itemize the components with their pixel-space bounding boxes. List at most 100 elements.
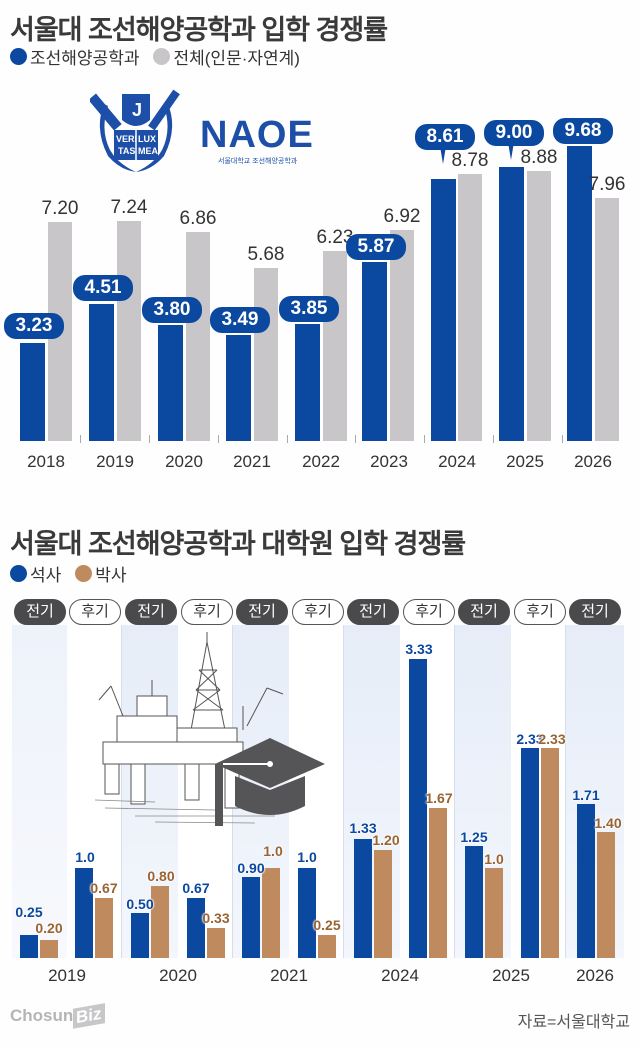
x-label-2025: 2025 (492, 966, 530, 985)
bar-total-2024 (458, 174, 482, 441)
chosunbiz-logo: Chosun Biz (10, 1003, 105, 1029)
bar-total-2023 (390, 230, 414, 441)
svg-text:J: J (132, 100, 142, 120)
svg-text:MEA: MEA (138, 146, 159, 156)
phase-pill-2024-jeon: 전기 (347, 599, 399, 625)
bar-masters-2021-jeon (242, 877, 260, 958)
bar-dept-2022 (295, 324, 320, 441)
value-phd-2020-hu: 0.33 (202, 910, 230, 926)
axis-tick (493, 435, 494, 443)
axis-tick (149, 435, 150, 443)
bar-phd-2024-hu (429, 808, 447, 958)
bar-total-2026 (595, 198, 619, 441)
naoe-logo-text: NAOE (200, 114, 314, 156)
bar-phd-2024-jeon (374, 850, 392, 958)
legend-dot-blue-icon (10, 565, 27, 582)
value-pill-dept-2023: 5.87 (346, 234, 406, 260)
bar-masters-2026-jeon (577, 804, 595, 958)
bar-masters-2019-jeon (20, 935, 38, 958)
bar-phd-2025-jeon (485, 868, 503, 958)
x-label-2019: 2019 (48, 966, 86, 985)
phase-pill-2019-hu: 후기 (69, 599, 121, 625)
value-total-2019: 7.24 (110, 197, 148, 218)
legend-label-dept: 조선해양공학과 (30, 49, 140, 68)
phase-pill-2021-jeon: 전기 (236, 599, 288, 625)
legend-label-total: 전체(인문·자연계) (173, 49, 300, 68)
bar-dept-2021 (226, 335, 251, 441)
value-masters-2026-jeon: 1.71 (572, 787, 600, 803)
phase-pill-2026-jeon: 전기 (569, 599, 621, 625)
value-pill-dept-2025: 9.00 (484, 120, 544, 146)
legend-item-masters: 석사 (10, 561, 61, 586)
bar-total-2025 (527, 171, 551, 441)
naoe-logo-subtext: 서울대학교 조선해양공학과 (218, 158, 298, 165)
pill-tail-2025 (508, 142, 514, 160)
value-masters-2019-jeon: 0.25 (15, 904, 43, 920)
legend-label-phd: 박사 (95, 566, 127, 585)
bar-dept-2024 (431, 179, 456, 441)
axis-tick (218, 435, 219, 443)
bar-phd-2019-hu (95, 898, 113, 958)
chart1-legend: 조선해양공학과 전체(인문·자연계) (10, 44, 310, 69)
bar-phd-2021-jeon (262, 868, 280, 958)
bar-total-2019 (117, 221, 141, 441)
bar-masters-2021-hu (298, 868, 316, 958)
value-phd-2021-hu: 0.25 (313, 917, 341, 933)
value-total-2022: 6.23 (316, 227, 354, 248)
bar-phd-2021-hu (318, 935, 336, 958)
phase-pill-2020-jeon: 전기 (125, 599, 177, 625)
phase-pill-2020-hu: 후기 (181, 599, 233, 625)
chart1-title: 서울대 조선해양공학과 입학 경쟁률 (10, 15, 388, 45)
value-phd-2019-hu: 0.67 (90, 880, 118, 896)
bar-phd-2019-jeon (40, 940, 58, 958)
bar-dept-2020 (158, 325, 183, 441)
bar-dept-2019 (89, 304, 114, 441)
phase-pill-2021-hu: 후기 (292, 599, 344, 625)
brand-text: Chosun (10, 1006, 74, 1025)
value-total-2020: 6.86 (179, 208, 217, 229)
value-total-2025: 8.88 (520, 147, 558, 168)
value-total-2026: 7.96 (588, 174, 626, 195)
axis-tick (424, 435, 425, 443)
value-masters-2021-hu: 1.0 (297, 849, 317, 865)
brand-suffix: Biz (73, 1003, 105, 1029)
value-pill-dept-2022: 3.85 (279, 296, 339, 322)
snu-seal-logo: J VERI LUX TAS MEA (88, 84, 182, 176)
value-phd-2025-hu: 2.33 (538, 731, 566, 747)
bar-masters-2024-jeon (354, 839, 372, 958)
phase-pill-2025-jeon: 전기 (458, 599, 510, 625)
value-pill-dept-2018: 3.23 (4, 313, 64, 339)
bar-total-2020 (186, 232, 210, 441)
bar-masters-2019-hu (75, 868, 93, 958)
bar-masters-2020-hu (187, 898, 205, 958)
value-phd-2025-jeon: 1.0 (484, 851, 504, 867)
legend-dot-blue-icon (10, 48, 27, 65)
axis-tick (562, 435, 563, 443)
bar-total-2021 (254, 268, 278, 441)
x-label-2021: 2021 (233, 452, 271, 471)
offshore-rig-graduation-cap-illustration (94, 630, 325, 830)
axis-tick (80, 435, 81, 443)
bar-masters-2024-hu (409, 659, 427, 958)
x-label-2019: 2019 (96, 452, 134, 471)
seal-text-veri: VERI (116, 134, 137, 144)
value-phd-2024-hu: 1.67 (425, 790, 453, 806)
bar-dept-2025 (499, 167, 524, 441)
x-label-2024: 2024 (381, 966, 419, 985)
value-masters-2025-jeon: 1.25 (460, 829, 488, 845)
legend-item-phd: 박사 (75, 561, 127, 586)
value-pill-dept-2019: 4.51 (73, 275, 133, 301)
value-pill-dept-2021: 3.49 (210, 307, 270, 333)
value-masters-2019-hu: 1.0 (75, 849, 95, 865)
svg-text:LUX: LUX (138, 134, 156, 144)
bar-phd-2020-jeon (151, 886, 169, 958)
x-label-2025: 2025 (506, 452, 544, 471)
value-total-2018: 7.20 (41, 198, 79, 219)
x-label-2020: 2020 (165, 452, 203, 471)
naoe-logo: NAOE 서울대학교 조선해양공학과 (200, 116, 314, 166)
column-bg (12, 625, 67, 958)
bar-phd-2026-jeon (597, 832, 615, 958)
chart2-title: 서울대 조선해양공학과 대학원 입학 경쟁률 (10, 529, 466, 559)
value-total-2023: 6.92 (383, 206, 421, 227)
